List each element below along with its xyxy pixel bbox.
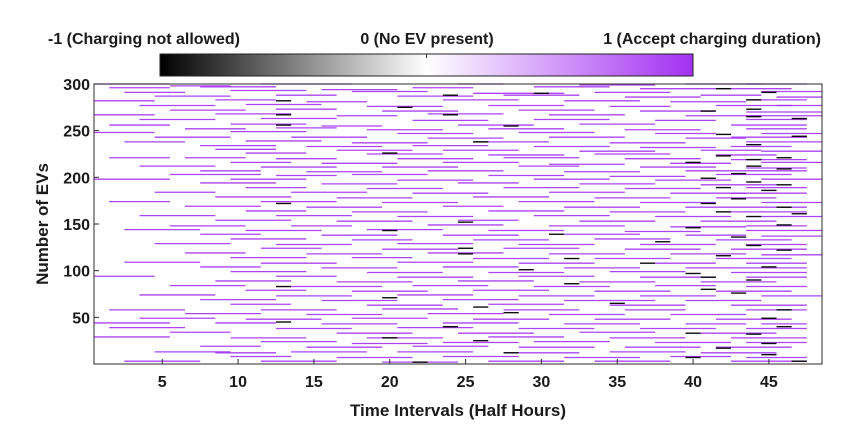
x-tick-label: 45 — [760, 374, 778, 391]
y-tick-label: 300 — [63, 77, 90, 94]
y-tick-label: 50 — [72, 310, 90, 327]
x-tick-label: 30 — [533, 374, 551, 391]
x-tick-label: 25 — [457, 374, 475, 391]
x-tick-label: 10 — [229, 374, 247, 391]
y-axis-title: Number of EVs — [33, 163, 52, 285]
x-axis-title: Time Intervals (Half Hours) — [350, 401, 566, 420]
x-axis-ticks: 5 10 15 20 25 30 35 40 45 — [158, 359, 778, 391]
colorbar-label-negative: -1 (Charging not allowed) — [48, 31, 240, 48]
x-tick-label: 35 — [608, 374, 626, 391]
y-tick-label: 150 — [63, 217, 90, 234]
colorbar: -1 (Charging not allowed) 0 (No EV prese… — [48, 31, 821, 77]
heatmap-marks — [94, 83, 822, 363]
x-tick-label: 20 — [381, 374, 399, 391]
y-axis-ticks: 50 100 150 200 250 300 — [63, 77, 99, 327]
y-tick-label: 200 — [63, 170, 90, 187]
x-tick-label: 40 — [684, 374, 702, 391]
colorbar-label-positive: 1 (Accept charging duration) — [603, 31, 821, 48]
colorbar-label-zero: 0 (No EV present) — [360, 31, 493, 48]
y-tick-label: 250 — [63, 124, 90, 141]
x-tick-label: 15 — [305, 374, 323, 391]
plot-background — [94, 84, 822, 364]
y-tick-label: 100 — [63, 264, 90, 281]
x-tick-label: 5 — [158, 374, 167, 391]
